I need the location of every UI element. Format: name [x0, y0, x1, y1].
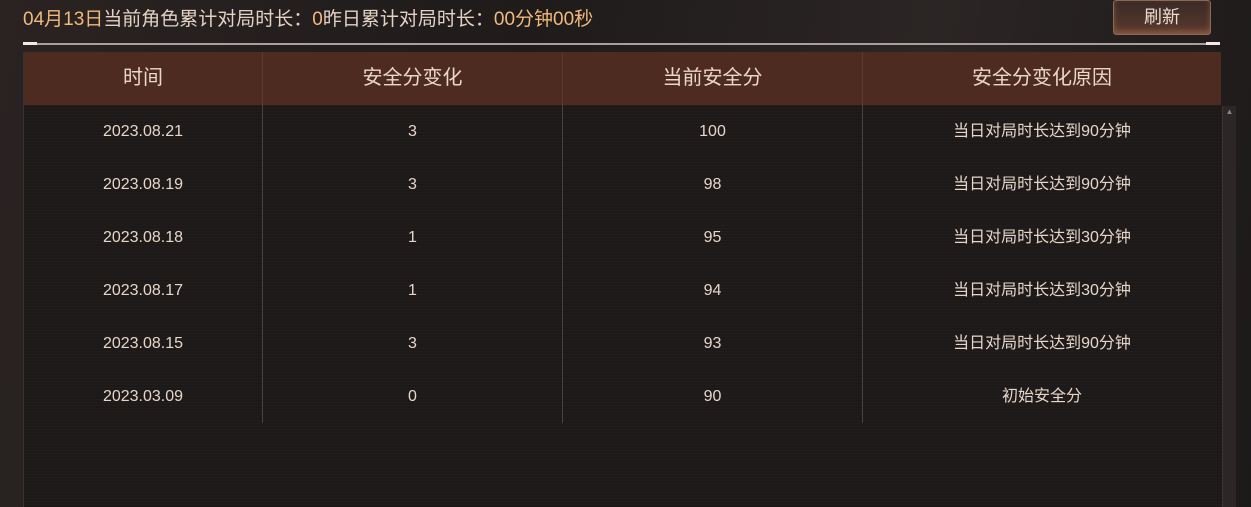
security-score-table: 时间 安全分变化 当前安全分 安全分变化原因 2023.08.21 3 100 当日对…: [23, 52, 1221, 507]
table-row: 2023.08.21 3 100 当日对局时长达到90分钟: [24, 105, 1221, 158]
header-change-reason: 安全分变化原因: [972, 67, 1112, 89]
summary-date: 04月13日: [23, 9, 104, 30]
row-change-reason: 当日对局时长达到90分钟: [953, 335, 1131, 352]
row-score-change: 3: [263, 317, 563, 370]
row-current-score: 95: [563, 211, 863, 264]
row-current-score: 90: [563, 370, 863, 423]
current-playtime-label: 当前角色累计对局时长：: [103, 9, 313, 30]
row-score-change: 1: [263, 211, 563, 264]
row-date: 2023.08.17: [24, 264, 263, 317]
scrollbar[interactable]: ▲: [1222, 106, 1236, 507]
row-current-score: 93: [563, 317, 863, 370]
table-row: 2023.03.09 0 90 初始安全分: [24, 370, 1221, 423]
table-row: 2023.08.15 3 93 当日对局时长达到90分钟: [24, 317, 1221, 370]
header-score-change: 安全分变化: [263, 52, 563, 105]
row-current-score: 100: [563, 105, 863, 158]
row-current-score: 94: [563, 264, 863, 317]
header-time: 时间: [24, 52, 263, 105]
row-date: 2023.08.18: [24, 211, 263, 264]
yesterday-playtime-value: 00分钟00秒: [493, 9, 594, 30]
divider: [23, 42, 1220, 45]
row-change-reason: 当日对局时长达到90分钟: [953, 176, 1131, 193]
row-score-change: 0: [263, 370, 563, 423]
row-date: 2023.03.09: [24, 370, 263, 423]
table-row: 2023.08.17 1 94 当日对局时长达到30分钟: [24, 264, 1221, 317]
yesterday-playtime-label: 昨日累计对局时长：: [322, 9, 494, 30]
playtime-summary: 04月13日当前角色累计对局时长：0昨日累计对局时长：00分钟00秒: [23, 8, 593, 32]
table-header: 时间 安全分变化 当前安全分 安全分变化原因: [24, 52, 1221, 105]
row-change-reason: 当日对局时长达到30分钟: [953, 282, 1131, 299]
row-score-change: 1: [263, 264, 563, 317]
row-change-reason: 当日对局时长达到30分钟: [953, 229, 1131, 246]
current-playtime-value: 0: [312, 9, 323, 30]
row-date: 2023.08.15: [24, 317, 263, 370]
row-score-change: 3: [263, 105, 563, 158]
table-row: 2023.08.18 1 95 当日对局时长达到30分钟: [24, 211, 1221, 264]
row-current-score: 98: [563, 158, 863, 211]
row-change-reason: 当日对局时长达到90分钟: [953, 123, 1131, 140]
header-current-score: 当前安全分: [563, 52, 863, 105]
refresh-button[interactable]: 刷新: [1113, 0, 1211, 35]
row-score-change: 3: [263, 158, 563, 211]
row-change-reason: 初始安全分: [1001, 388, 1082, 405]
triangle-up-icon[interactable]: ▲: [1225, 107, 1234, 116]
table-row: 2023.08.19 3 98 当日对局时长达到90分钟: [24, 158, 1221, 211]
row-date: 2023.08.21: [24, 105, 263, 158]
row-date: 2023.08.19: [24, 158, 263, 211]
